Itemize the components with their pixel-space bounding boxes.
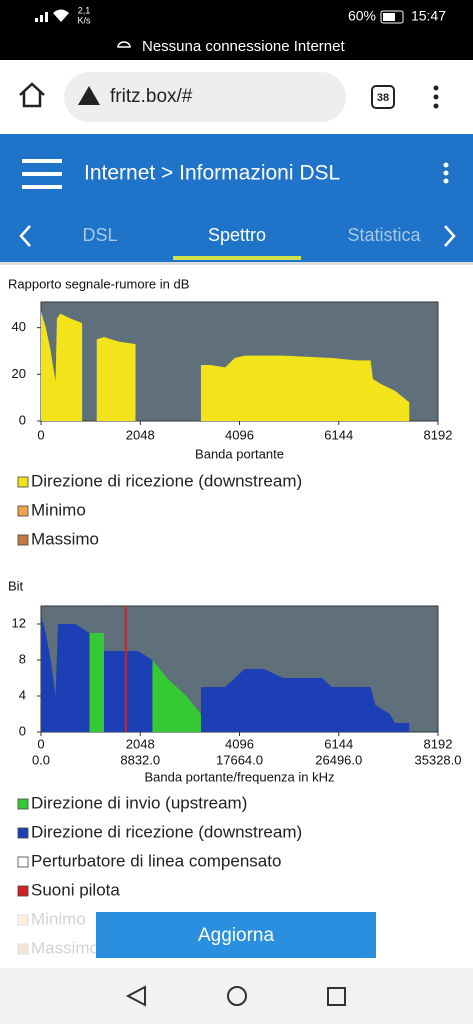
tabs-button[interactable]: [371, 85, 395, 109]
x-tick-label: 4096: [225, 736, 254, 751]
battery-fill: [383, 13, 395, 21]
tab-active[interactable]: Spettro: [208, 225, 266, 245]
browser-menu[interactable]: [433, 85, 439, 109]
x-tick-label: 8192: [424, 427, 453, 442]
x-tick-label: 8192: [424, 736, 453, 751]
legend-label: Direzione di ricezione (downstream): [31, 471, 302, 490]
battery-icon: [380, 10, 404, 24]
y-tick-label: 40: [12, 319, 26, 334]
tab[interactable]: Statistica: [347, 225, 421, 245]
chart-title: Rapporto segnale-rumore in dB: [8, 276, 189, 291]
x2-tick-label: 0.0: [32, 752, 50, 767]
chart-title: Bit: [8, 578, 24, 593]
wifi-icon: [53, 9, 69, 22]
x-tick-label: 2048: [126, 736, 155, 751]
x-tick-label: 6144: [324, 736, 353, 751]
tab[interactable]: DSL: [82, 225, 117, 245]
header-shadow: [0, 262, 473, 265]
x2-tick-label: 17664.0: [216, 752, 263, 767]
area: [41, 311, 410, 421]
page-title: Internet > Informazioni DSL: [84, 162, 340, 185]
hamburger-menu[interactable]: [22, 159, 62, 189]
connection-notice: Nessuna connessione Internet: [142, 38, 345, 55]
tab-indicator: [173, 256, 301, 260]
url-field[interactable]: [64, 72, 346, 122]
speed: 2,1: [78, 5, 91, 15]
y-tick-label: 4: [19, 687, 26, 702]
x2-tick-label: 26496.0: [315, 752, 362, 767]
home-button[interactable]: [19, 82, 45, 108]
status-bar: [0, 0, 473, 60]
x2-tick-label: 8832.0: [120, 752, 160, 767]
nav-bar: [0, 968, 473, 1024]
area: [89, 633, 201, 732]
x-tick-label: 2048: [126, 427, 155, 442]
legend-swatch: [17, 798, 29, 810]
legend-swatch: [17, 856, 29, 868]
y-tick-label: 0: [19, 723, 26, 738]
legend-swatch: [17, 505, 29, 517]
x-tick-label: 4096: [225, 427, 254, 442]
tab-prev[interactable]: [19, 225, 31, 247]
x-axis-label: Banda portante/frequenza in kHz: [144, 769, 334, 784]
header-menu[interactable]: [443, 162, 449, 184]
y-tick-label: 8: [19, 651, 26, 666]
legend-label: Direzione di ricezione (downstream): [31, 822, 302, 841]
y-tick-label: 12: [12, 615, 26, 630]
legend-label: Minimo: [31, 500, 86, 519]
x-tick-label: 0: [37, 427, 44, 442]
y-tick-label: 0: [19, 412, 26, 427]
area: [41, 615, 410, 732]
nav-recent[interactable]: [327, 987, 346, 1006]
signal-icon: [35, 12, 48, 22]
x-tick-label: 6144: [324, 427, 353, 442]
app-header: [0, 134, 473, 262]
x-axis-label: Banda portante: [195, 446, 284, 461]
warning-icon: [78, 86, 100, 105]
legend-swatch: [17, 827, 29, 839]
y-tick-label: 20: [12, 366, 26, 381]
legend-swatch: [17, 534, 29, 546]
refresh-button[interactable]: [96, 912, 376, 958]
legend-label: Perturbatore di linea compensato: [31, 851, 281, 870]
x2-tick-label: 35328.0: [415, 752, 462, 767]
tab-next[interactable]: [444, 225, 456, 247]
cloud-off-icon: [117, 41, 131, 48]
legend-label: Suoni pilota: [31, 880, 120, 899]
x-tick-label: 0: [37, 736, 44, 751]
speed-unit: K/s: [77, 15, 91, 25]
battery-level: 60%: [348, 8, 376, 24]
refresh-label: Aggiorna: [198, 925, 274, 946]
clock: 15:47: [411, 8, 446, 24]
legend-label: Direzione di invio (upstream): [31, 793, 247, 812]
nav-home[interactable]: [227, 986, 247, 1006]
legend-swatch: [17, 885, 29, 897]
legend-label: Massimo: [31, 529, 99, 548]
nav-back[interactable]: [125, 985, 146, 1007]
tab-count: 38: [377, 92, 389, 104]
legend-swatch: [17, 476, 29, 488]
url: fritz.box/#: [110, 86, 193, 107]
